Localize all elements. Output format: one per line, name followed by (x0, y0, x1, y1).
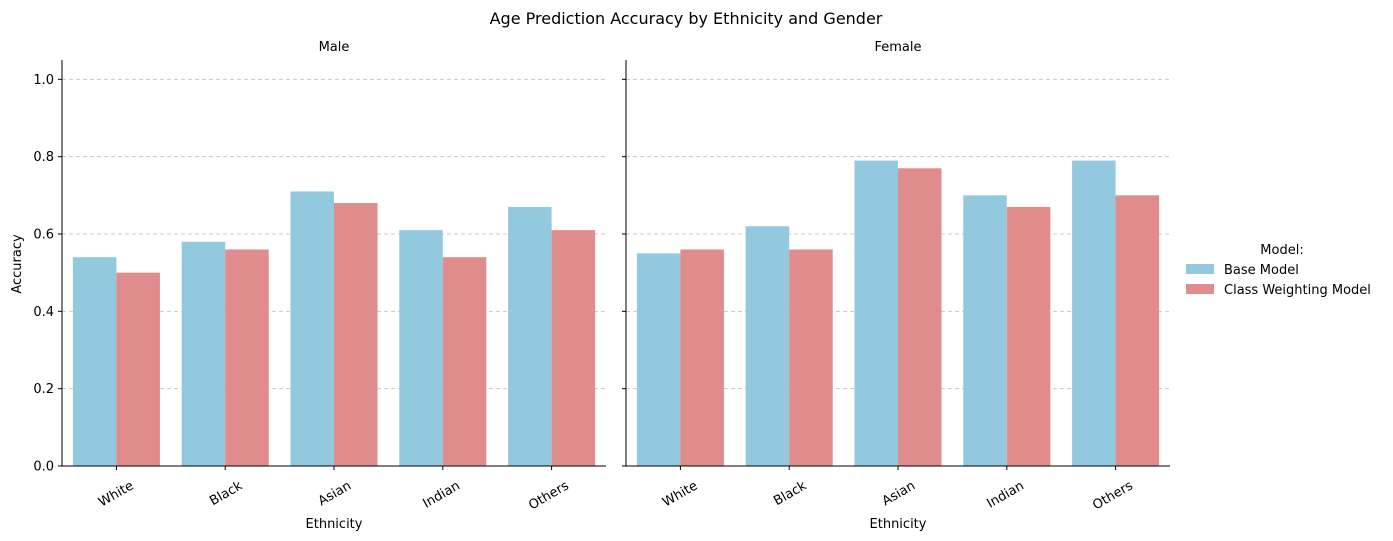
panel-female: White Black Asian Indian Others Female Ethnici… (622, 40, 1170, 532)
bar-female-indian-class-weighting (1006, 206, 1051, 466)
bar-female-asian-base (854, 160, 898, 467)
x-tick-label: White (660, 478, 700, 510)
x-axis-label: Ethnicity (870, 517, 927, 532)
x-tick-label: Asian (316, 478, 354, 509)
x-tick-label: Black (207, 478, 245, 509)
y-tick-label: 0.0 (33, 460, 54, 475)
legend-swatch-class-weighting-model (1186, 284, 1214, 294)
bar-male-asian-base (290, 191, 334, 466)
legend-title: Model: (1260, 243, 1303, 258)
y-tick-label: 1.0 (33, 73, 54, 88)
bar-female-indian-base (963, 195, 1007, 467)
bar-female-others-class-weighting (1115, 195, 1160, 467)
y-tick-label: 0.4 (33, 305, 54, 320)
legend-swatch-base-model (1186, 264, 1214, 274)
y-axis-label: Accuracy (10, 234, 25, 294)
bar-female-black-class-weighting (789, 249, 833, 466)
x-tick-label: Black (771, 478, 809, 509)
bar-female-black-base (745, 226, 790, 466)
x-tick-label: Indian (985, 478, 1027, 511)
legend-label: Class Weighting Model (1224, 283, 1371, 298)
x-tick-label: Others (526, 478, 572, 513)
x-axis-label: Ethnicity (306, 517, 363, 532)
x-tick-label: White (96, 478, 136, 510)
bar-female-white-base (636, 253, 681, 466)
panel-male: 0.0 0.2 0.4 0.6 0.8 1.0 White Black Asian Indian O… (33, 40, 606, 532)
x-tick-label: Asian (880, 478, 918, 509)
x-tick-label: Indian (421, 478, 463, 511)
chart-title: Age Prediction Accuracy by Ethnicity and… (490, 9, 883, 28)
panel-title: Female (874, 40, 921, 55)
bar-female-asian-class-weighting (898, 168, 942, 466)
bar-male-others-class-weighting (551, 230, 596, 466)
chart-panels: 0.0 0.2 0.4 0.6 0.8 1.0 White Black Asian Indian O… (33, 40, 1170, 532)
bar-male-white-class-weighting (116, 272, 160, 466)
legend-label: Base Model (1224, 263, 1299, 278)
x-tick-label: Others (1090, 478, 1136, 513)
bar-male-white-base (72, 257, 117, 466)
bar-male-black-class-weighting (225, 249, 269, 466)
bar-female-white-class-weighting (680, 249, 724, 466)
bar-male-indian-class-weighting (442, 257, 487, 466)
y-tick-label: 0.6 (33, 228, 54, 243)
y-tick-label: 0.8 (33, 150, 54, 165)
bar-male-indian-base (399, 230, 443, 466)
panel-title: Male (319, 40, 350, 55)
bar-male-others-base (508, 206, 552, 466)
bar-male-black-base (181, 241, 226, 466)
legend: Model: Base Model Class Weighting Model (1186, 243, 1371, 298)
bar-male-asian-class-weighting (334, 203, 378, 467)
bar-female-others-base (1072, 160, 1116, 467)
y-tick-label: 0.2 (33, 382, 54, 397)
